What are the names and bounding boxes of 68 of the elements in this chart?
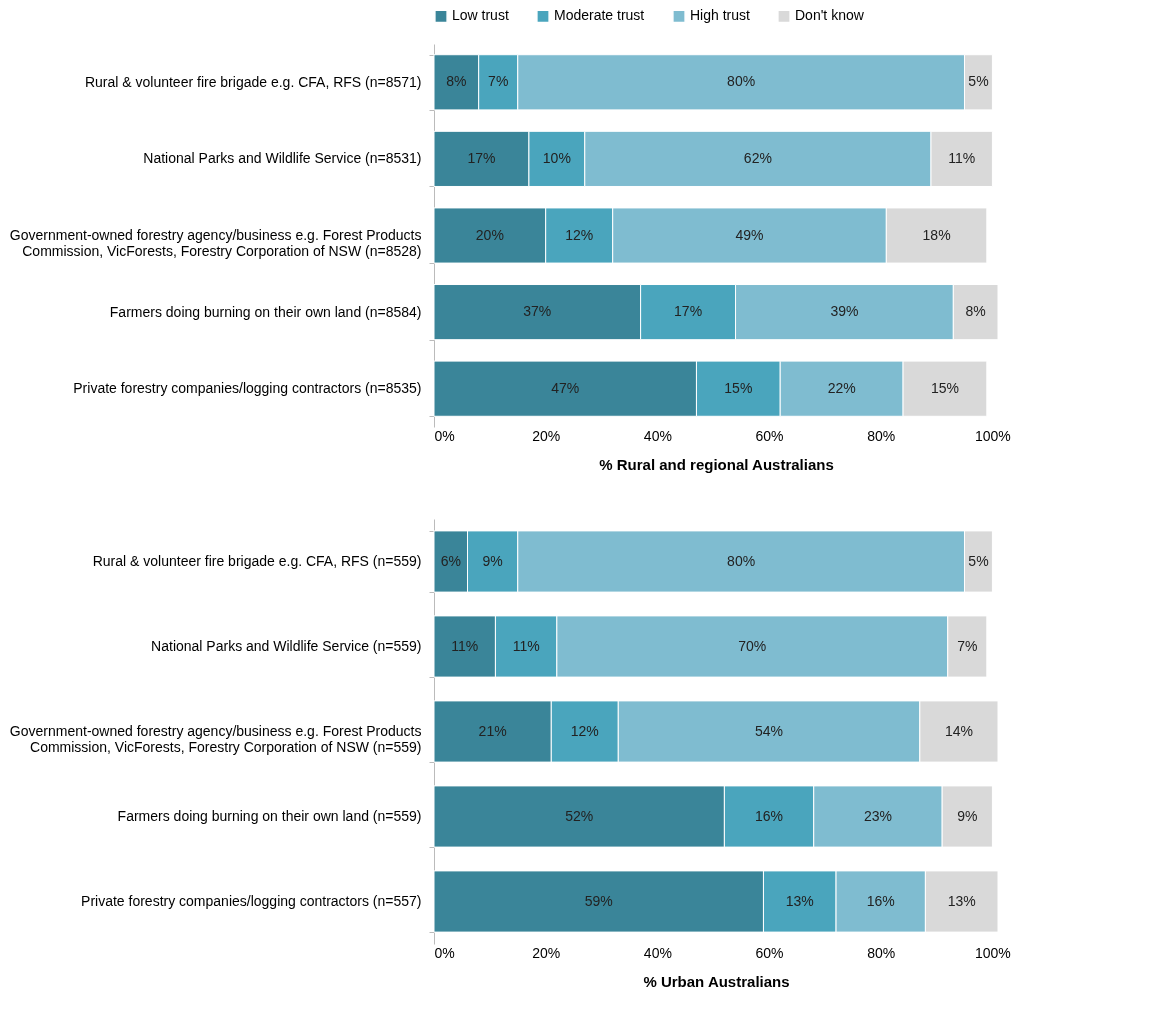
y-tick-label: Rural & volunteer fire brigade e.g. CFA, RFS (n=8571): [84, 73, 422, 90]
x-tick-label: 40%: [643, 427, 672, 444]
x-tick-label: 60%: [755, 427, 784, 444]
legend-label: High trust: [690, 7, 751, 24]
legend-label: Moderate trust: [554, 7, 645, 24]
data-label: 11%: [451, 637, 479, 654]
x-tick-label: 80%: [867, 427, 896, 444]
data-label: 5%: [968, 552, 989, 569]
x-tick-label: 100%: [975, 427, 1011, 444]
y-tick-label: National Parks and Wildlife Service (n=559): [151, 638, 422, 654]
x-tick-label: 40%: [643, 944, 672, 961]
data-label: 52%: [565, 807, 594, 824]
data-label: 12%: [570, 722, 599, 739]
data-label: 10%: [542, 149, 571, 166]
x-tick-label: 20%: [532, 944, 561, 961]
data-label: 21%: [478, 722, 507, 739]
data-label: 14%: [944, 722, 973, 739]
y-tick-label: Private forestry companies/logging contractors (n=8535): [73, 380, 422, 397]
data-label: 9%: [482, 552, 503, 569]
data-label: 23%: [863, 807, 892, 824]
data-label: 12%: [565, 226, 594, 243]
data-label: 11%: [948, 149, 976, 166]
y-tick-label: Farmers doing burning on their own land (n=8584): [109, 303, 422, 320]
y-tick-label: Government-owned forestry agency/business e.g. Forest Products Commission, VicForests, Forestry Corporation of NSW (n=559): [9, 723, 422, 755]
x-axis-title: % Urban Australians: [643, 972, 790, 990]
x-tick-label: 100%: [975, 944, 1011, 961]
data-label: 15%: [724, 379, 753, 396]
data-label: 15%: [930, 379, 959, 396]
data-label: 70%: [738, 637, 767, 654]
data-label: 59%: [584, 892, 613, 909]
y-tick-label: National Parks and Wildlife Service (n=8531): [143, 150, 422, 167]
data-label: 6%: [440, 552, 461, 569]
data-label: 16%: [866, 892, 895, 909]
x-tick-label: 80%: [867, 944, 896, 961]
data-label: 13%: [785, 892, 814, 909]
data-label: 11%: [512, 637, 540, 654]
y-tick-label: Farmers doing burning on their own land (n=559): [117, 808, 422, 824]
data-label: 37%: [523, 303, 552, 320]
data-label: 80%: [727, 73, 756, 90]
data-label: 62%: [743, 149, 772, 166]
data-label: 7%: [957, 637, 978, 654]
y-tick-label: Private forestry companies/logging contractors (n=557): [81, 893, 422, 909]
data-label: 17%: [674, 303, 703, 320]
x-tick-label: 20%: [532, 427, 561, 444]
data-label: 5%: [968, 73, 989, 90]
data-label: 8%: [446, 73, 467, 90]
data-label: 7%: [488, 73, 509, 90]
data-label: 9%: [957, 807, 978, 824]
data-label: 47%: [551, 379, 580, 396]
data-label: 80%: [727, 552, 756, 569]
data-label: 54%: [755, 722, 784, 739]
legend-label: Don't know: [795, 7, 865, 24]
data-label: 17%: [467, 149, 496, 166]
y-tick-label: Rural & volunteer fire brigade e.g. CFA, RFS (n=559): [92, 553, 422, 569]
data-label: 18%: [922, 226, 951, 243]
data-label: 39%: [830, 303, 859, 320]
y-tick-label: Government-owned forestry agency/business e.g. Forest Products Commission, VicForests, Forestry Corporation of NSW (n=8528): [9, 227, 422, 259]
x-tick-label: 0%: [434, 944, 455, 961]
x-axis-title: % Rural and regional Australians: [599, 455, 834, 473]
data-label: 13%: [947, 892, 976, 909]
data-label: 49%: [735, 226, 764, 243]
data-label: 22%: [827, 379, 856, 396]
data-label: 20%: [475, 226, 504, 243]
data-label: 16%: [755, 807, 784, 824]
x-tick-label: 60%: [755, 944, 784, 961]
legend-label: Low trust: [452, 7, 509, 24]
x-tick-label: 0%: [434, 427, 455, 444]
data-label: 8%: [965, 303, 986, 320]
